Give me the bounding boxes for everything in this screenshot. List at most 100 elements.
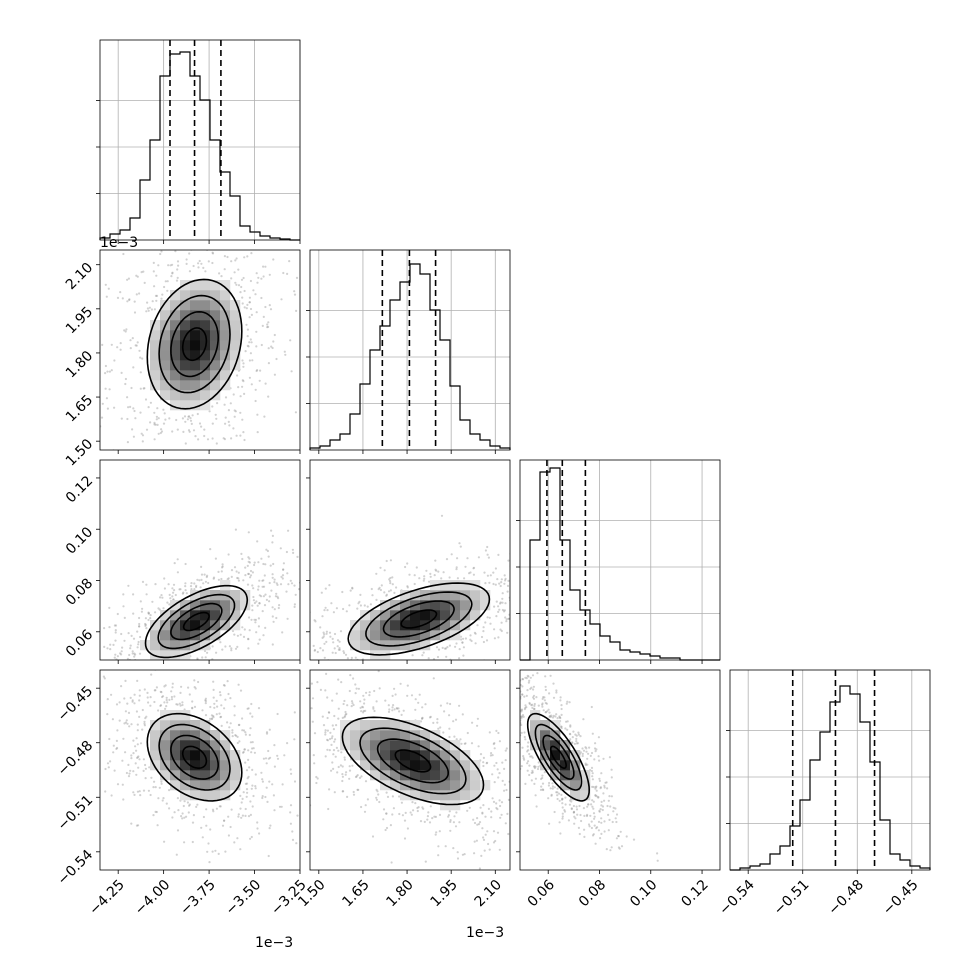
scatter-point — [249, 338, 252, 341]
density-cell — [230, 620, 241, 631]
scatter-point — [548, 781, 551, 785]
density-cell — [390, 620, 401, 631]
scatter-point — [499, 601, 502, 604]
scatter-point — [234, 207, 236, 209]
contour-1.5 — [359, 727, 467, 795]
density-cell — [170, 730, 181, 741]
scatter-point — [105, 397, 108, 400]
scatter-point — [487, 670, 489, 672]
scatter-point — [176, 703, 179, 706]
scatter-point — [203, 649, 207, 653]
scatter-point — [111, 672, 113, 674]
scatter-point — [353, 680, 355, 682]
scatter-point — [261, 579, 264, 582]
scatter-point — [177, 498, 179, 500]
scatter-point — [329, 687, 331, 689]
scatter-point — [541, 697, 544, 701]
scatter-point — [555, 837, 557, 839]
scatter-point — [482, 838, 486, 842]
scatter-point — [262, 275, 265, 278]
panel-frame — [309, 249, 511, 451]
scatter-point — [212, 810, 215, 813]
density-cell — [150, 760, 161, 771]
scatter-point — [594, 750, 597, 753]
scatter-point — [361, 706, 365, 709]
scatter-point — [594, 787, 597, 790]
density-cell — [370, 750, 381, 761]
scatter-point — [496, 808, 499, 811]
scatter-point — [241, 221, 243, 223]
scatter-point — [146, 691, 149, 695]
scatter-point — [165, 696, 168, 699]
scatter-point — [123, 722, 126, 725]
scatter-point — [123, 329, 126, 332]
scatter-point — [237, 571, 240, 574]
scatter-point — [268, 780, 271, 783]
scatter-point — [488, 848, 491, 851]
scatter-point — [148, 663, 150, 665]
scatter-point — [573, 815, 576, 818]
scatter-point — [531, 769, 534, 772]
scatter-point — [243, 392, 246, 395]
scatter-point — [206, 438, 210, 441]
scatter-point — [320, 591, 323, 594]
scatter-point — [268, 600, 271, 603]
scatter-point — [268, 304, 271, 307]
scatter-point — [212, 688, 215, 692]
scatter-point — [271, 541, 274, 544]
scatter-point — [544, 711, 548, 714]
scatter-point — [597, 795, 600, 799]
scatter-point — [288, 260, 291, 263]
scatter-point — [389, 582, 392, 585]
scatter-point — [192, 429, 196, 432]
scatter-point — [508, 617, 510, 620]
scatter-point — [418, 693, 421, 696]
scatter-point — [527, 586, 529, 588]
scatter-point — [369, 688, 371, 690]
scatter-point — [544, 675, 547, 678]
scatter-point — [530, 779, 533, 782]
density-cell — [210, 770, 221, 781]
scatter-point — [585, 814, 589, 818]
scatter-point — [521, 606, 523, 608]
scatter-point — [331, 573, 333, 575]
scatter-point — [421, 806, 424, 809]
density-cell — [210, 760, 221, 771]
scatter-point — [220, 577, 223, 581]
scatter-point — [512, 719, 514, 721]
scatter-point — [600, 804, 603, 807]
density-cell — [200, 360, 211, 371]
density-cells — [150, 710, 241, 801]
scatter-point — [104, 283, 107, 286]
scatter-point — [324, 755, 327, 758]
pair-panel-1-3 — [306, 669, 557, 874]
scatter-point — [559, 716, 562, 720]
scatter-point — [177, 809, 180, 812]
density-cell — [200, 350, 211, 361]
scatter-point — [163, 577, 166, 580]
scatter-point — [572, 730, 575, 733]
scatter-point — [377, 793, 380, 796]
scatter-point — [526, 689, 529, 692]
scatter-point — [541, 703, 544, 706]
scatter-point — [579, 751, 583, 754]
scatter-point — [507, 686, 509, 688]
scatter-point — [267, 854, 270, 858]
scatter-point — [270, 589, 273, 592]
panel-content — [100, 663, 299, 864]
scatter-point — [556, 717, 559, 720]
scatter-point — [371, 835, 375, 838]
scatter-point — [261, 778, 264, 781]
scatter-point — [283, 350, 286, 353]
scatter-point — [144, 661, 146, 663]
scatter-point — [476, 624, 479, 627]
scatter-point — [473, 840, 476, 843]
scatter-point — [594, 794, 597, 797]
scatter-point — [195, 584, 198, 587]
scatter-point — [332, 641, 335, 644]
scatter-point — [178, 232, 180, 234]
scatter-point — [234, 528, 237, 531]
density-cell — [150, 630, 161, 641]
scatter-point — [543, 771, 546, 774]
scatter-point — [124, 710, 127, 713]
